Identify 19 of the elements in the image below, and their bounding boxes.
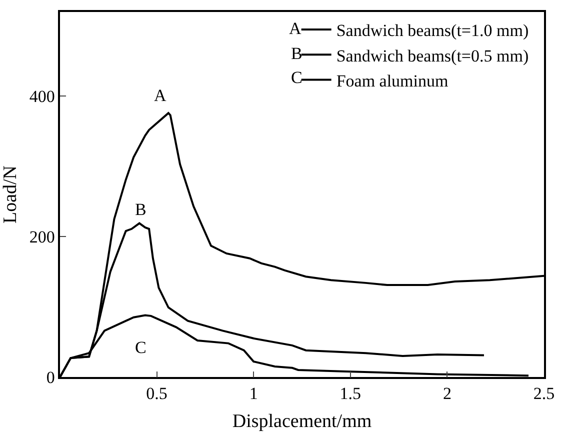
annotation: C <box>291 68 302 87</box>
y-tick-label: 0 <box>46 368 55 387</box>
legend-label: Sandwich beams(t=0.5 mm) <box>336 46 529 66</box>
annotation: B <box>135 200 146 219</box>
legend-label: Sandwich beams(t=1.0 mm) <box>336 21 529 40</box>
x-tick-label: 2.5 <box>533 384 555 404</box>
legend-label: Foam aluminum <box>336 71 448 90</box>
y-tick-label: 400 <box>29 87 55 106</box>
annotation: B <box>291 44 302 63</box>
y-axis-title: Load/N <box>0 165 21 224</box>
x-tick-label: 1.5 <box>340 384 362 404</box>
x-tick-label: 0.5 <box>146 384 168 404</box>
x-tick-label: 2 <box>442 384 452 404</box>
y-tick-label: 200 <box>29 228 55 247</box>
annotation: C <box>135 338 146 357</box>
x-tick-label: 1 <box>249 384 258 404</box>
x-axis-title: Displacement/mm <box>232 411 372 432</box>
annotation: A <box>154 86 167 105</box>
annotation: A <box>289 19 302 38</box>
